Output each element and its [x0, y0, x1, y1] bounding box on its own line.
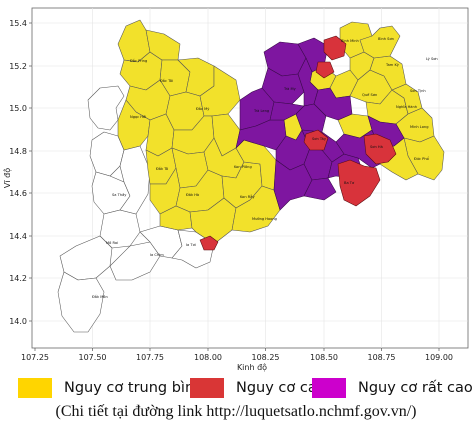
district-label: Sơn Tịnh [410, 89, 426, 93]
district-label: Ba Tơ [344, 181, 355, 185]
district-label: Đăk Hà [186, 193, 199, 197]
y-tick-label: 14.0 [9, 317, 27, 326]
region-high-risk [199, 35, 397, 251]
x-axis-ticks [34, 348, 440, 351]
legend-item-medium-risk: Nguy cơ trung bình [18, 375, 203, 401]
district-label: Bình Minh [341, 39, 359, 43]
district-label: Minh Long [410, 125, 429, 129]
legend-item-high-risk: Nguy cơ cao [190, 375, 326, 401]
district-label: Nghĩa Hành [396, 105, 417, 109]
district-label: Trà Leng [253, 109, 269, 113]
district-labels: Bình Minh Tam Kỳ Quế Sơn Đắc Pring Đắc T… [92, 37, 438, 299]
x-tick-label: 107.25 [21, 353, 49, 362]
x-tick-label: 108.00 [194, 353, 222, 362]
district-label: Quế Sơn [362, 93, 377, 97]
district-label: Kon Rẫy [240, 194, 255, 199]
x-tick-label: 108.75 [368, 353, 396, 362]
region-no-warning [57, 85, 215, 333]
district-label: Ngọc Hồi [130, 115, 146, 119]
y-tick-label: 14.8 [9, 147, 27, 156]
legend-swatch-high [190, 378, 224, 398]
district-label: Đắk Tô [156, 166, 168, 171]
legend-label-very-high: Nguy cơ rất cao [358, 380, 472, 396]
x-axis-label: Kinh độ [237, 362, 267, 372]
x-tick-label: 108.25 [252, 353, 280, 362]
x-tick-label: 107.75 [136, 353, 164, 362]
district-label: Kon Plông [234, 165, 252, 169]
y-tick-label: 14.2 [9, 274, 27, 283]
source-note: (Chi tiết tại đường link http://luquetsa… [55, 403, 417, 420]
district-label: Mường Hoong [252, 217, 277, 221]
district-label: Sa Thầy [112, 193, 127, 197]
district-label: Đắc Tôi [160, 78, 173, 83]
x-tick-label: 109.00 [425, 353, 453, 362]
district-label: Trà My [283, 87, 297, 91]
district-label: Bình Sơn [378, 37, 394, 41]
region-medium-risk [117, 19, 445, 245]
district-label: Ia Chim [150, 253, 164, 257]
district-label: Ia Tơi [186, 243, 196, 247]
y-tick-label: 14.4 [9, 232, 27, 241]
legend-swatch-medium [18, 378, 52, 398]
y-tick-label: 15.4 [9, 19, 27, 28]
district-label: Sơn Tây [312, 137, 327, 141]
y-tick-label: 14.6 [9, 189, 27, 198]
y-tick-label: 15.0 [9, 104, 27, 113]
district-label: Mô Rai [106, 241, 118, 245]
x-tick-label: 107.50 [79, 353, 107, 362]
legend: Nguy cơ trung bình Nguy cơ cao Nguy cơ r… [0, 375, 472, 401]
y-tick-label: 15.2 [9, 62, 27, 71]
district-label: Đức Phổ [414, 156, 430, 161]
y-axis-ticks [29, 22, 32, 322]
district-label: Tam Kỳ [385, 63, 400, 67]
x-tick-label: 108.50 [310, 353, 338, 362]
district-label: Lý Sơn [426, 57, 438, 61]
y-axis-label: Vĩ độ [2, 168, 12, 188]
legend-label-high: Nguy cơ cao [236, 380, 326, 396]
legend-item-very-high-risk: Nguy cơ rất cao [312, 375, 472, 401]
district-label: Sơn Hà [370, 145, 383, 149]
legend-swatch-very-high [312, 378, 346, 398]
district-label: Đắk Môn [92, 294, 108, 299]
district-label: Đắc Pring [130, 58, 147, 63]
landslide-risk-map: Bình Minh Tam Kỳ Quế Sơn Đắc Pring Đắc T… [2, 7, 469, 372]
district-label: Đắc Mỹ [196, 106, 210, 111]
legend-label-medium: Nguy cơ trung bình [64, 380, 204, 396]
